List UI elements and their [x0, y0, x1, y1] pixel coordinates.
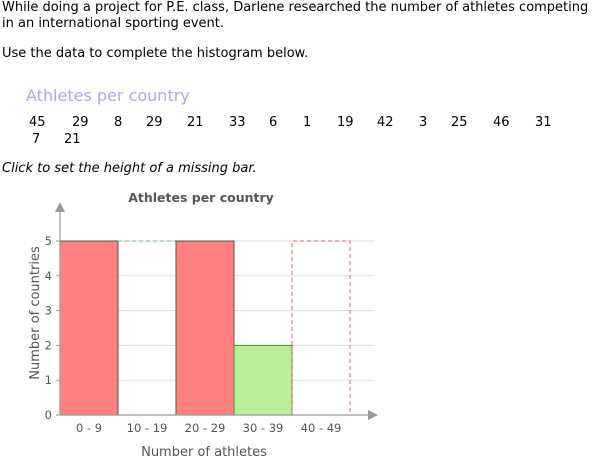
y-tick-label: 4: [45, 269, 52, 283]
data-value: 31: [535, 115, 552, 130]
data-value: 6: [269, 115, 278, 130]
axes: [55, 202, 378, 420]
histogram-bar[interactable]: [59, 240, 119, 416]
x-tick-label: 30 - 39: [243, 421, 284, 435]
data-value: 33: [229, 115, 246, 130]
y-tick-label: 1: [45, 373, 52, 387]
data-value: 42: [377, 115, 394, 130]
problem-instruction: Use the data to complete the histogram b…: [2, 46, 309, 61]
data-value: 1: [303, 115, 312, 130]
data-title: Athletes per country: [26, 86, 190, 105]
data-value: 21: [187, 115, 204, 130]
click-instruction: Click to set the height of a missing bar…: [2, 161, 257, 176]
x-axis-title: Number of athletes: [141, 445, 267, 458]
data-value: 19: [337, 115, 354, 130]
bars: [59, 240, 351, 416]
x-axis-arrow: [368, 410, 378, 420]
x-tick-label: 40 - 49: [301, 421, 342, 435]
data-value: 21: [64, 132, 81, 147]
y-tick-label: 0: [45, 408, 52, 422]
data-value: 29: [146, 115, 163, 130]
x-tick-labels: 0 - 9 10 - 19 20 - 29 30 - 39 40 - 49: [76, 421, 341, 435]
y-tick-labels: 0 1 2 3 4 5: [45, 234, 60, 422]
data-value: 7: [32, 132, 41, 147]
x-tick-label: 10 - 19: [127, 421, 168, 435]
y-axis-arrow: [55, 202, 65, 212]
histogram-chart: Athletes per country 0 1 2 3 4 5 0 - 9 10 - 19…: [28, 190, 378, 458]
histogram-bar[interactable]: [233, 344, 293, 416]
data-value: 3: [419, 115, 428, 130]
y-tick-label: 3: [45, 304, 52, 318]
problem-intro: While doing a project for P.E. class, Da…: [2, 0, 589, 31]
data-value: 25: [451, 115, 468, 130]
missing-bar-outline: [291, 240, 351, 415]
data-value: 29: [72, 115, 89, 130]
data-value: 8: [114, 115, 123, 130]
data-value: 45: [29, 115, 46, 130]
histogram-bar[interactable]: [175, 240, 235, 416]
y-tick-label: 2: [45, 338, 52, 352]
missing-bar-slot[interactable]: [118, 241, 176, 415]
chart-title: Athletes per country: [128, 190, 274, 205]
missing-bar-slot[interactable]: [292, 241, 350, 415]
x-tick-label: 20 - 29: [185, 421, 226, 435]
x-tick-label: 0 - 9: [76, 421, 102, 435]
y-axis-title: Number of countries: [28, 246, 43, 380]
y-tick-label: 5: [45, 234, 52, 248]
data-value: 46: [493, 115, 510, 130]
